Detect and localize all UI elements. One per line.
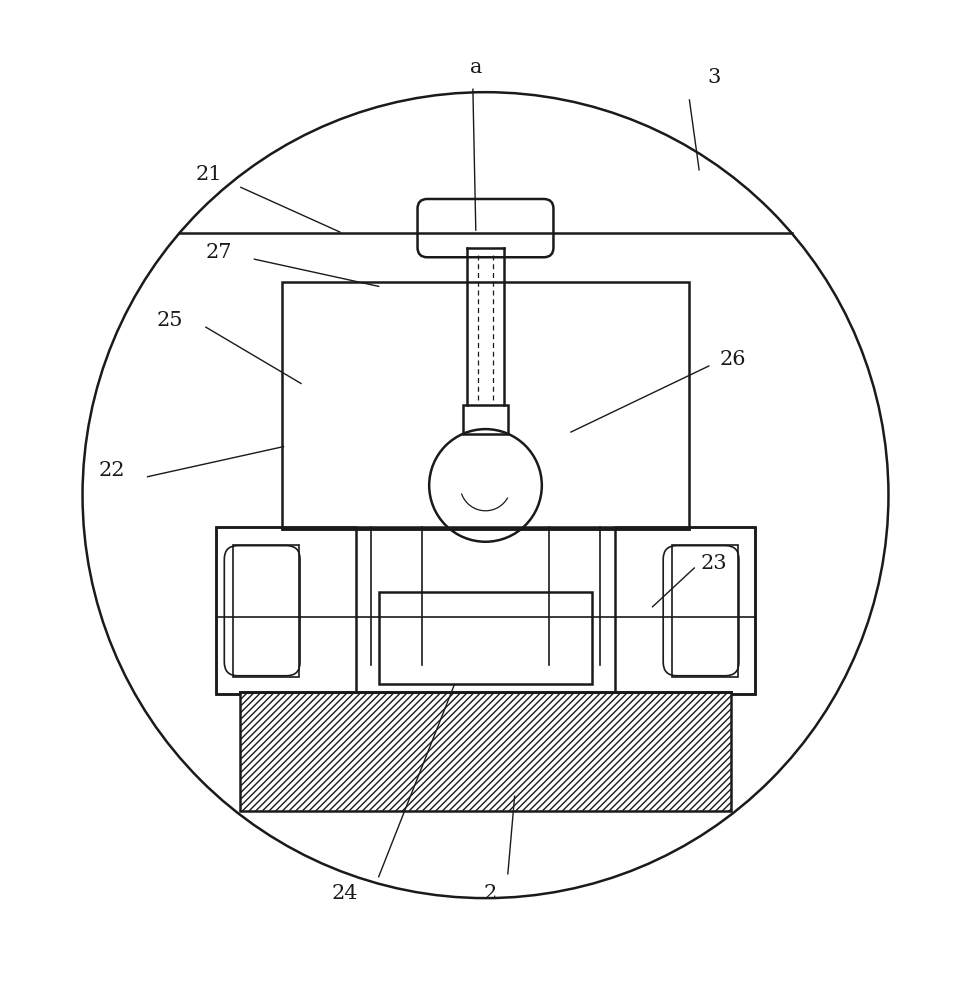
- Text: 2: 2: [484, 884, 497, 903]
- Text: 23: 23: [700, 554, 727, 573]
- Text: 24: 24: [331, 884, 358, 903]
- Bar: [216, 527, 755, 694]
- Text: 27: 27: [205, 243, 232, 262]
- Text: 26: 26: [720, 350, 747, 369]
- Text: 21: 21: [195, 165, 222, 184]
- Text: 22: 22: [98, 461, 125, 480]
- Bar: [240, 692, 731, 811]
- Text: 25: 25: [156, 311, 184, 330]
- Bar: [233, 545, 299, 677]
- Bar: [379, 592, 592, 684]
- Bar: [463, 405, 508, 434]
- Bar: [672, 545, 738, 677]
- Bar: [216, 527, 356, 694]
- Text: a: a: [470, 58, 482, 77]
- Text: 3: 3: [707, 68, 720, 87]
- Bar: [615, 527, 755, 694]
- Bar: [282, 282, 689, 529]
